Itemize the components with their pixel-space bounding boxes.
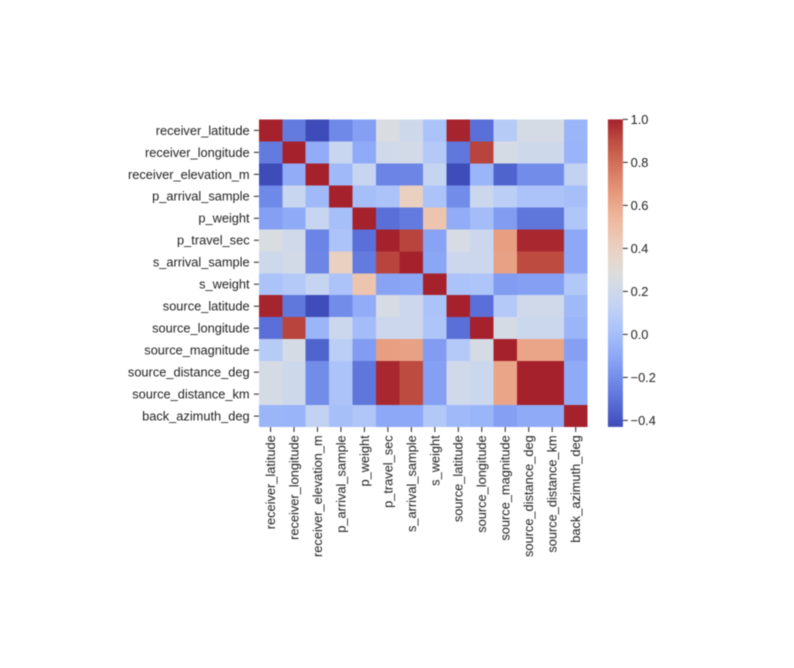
svg-text:0.4: 0.4 (631, 241, 649, 256)
svg-text:receiver_elevation_m: receiver_elevation_m (310, 435, 325, 557)
svg-text:p_weight: p_weight (198, 211, 250, 226)
svg-text:source_latitude: source_latitude (163, 299, 250, 314)
svg-text:receiver_latitude: receiver_latitude (156, 123, 250, 138)
svg-text:back_azimuth_deg: back_azimuth_deg (568, 435, 583, 542)
svg-text:s_arrival_sample: s_arrival_sample (153, 255, 250, 270)
svg-text:p_travel_sec: p_travel_sec (380, 435, 395, 508)
svg-text:source_distance_deg: source_distance_deg (521, 435, 536, 557)
svg-text:receiver_longitude: receiver_longitude (145, 145, 250, 160)
svg-text:source_magnitude: source_magnitude (498, 435, 513, 540)
svg-text:−0.2: −0.2 (631, 370, 656, 385)
svg-text:source_longitude: source_longitude (152, 321, 249, 336)
svg-text:p_arrival_sample: p_arrival_sample (333, 435, 348, 532)
svg-text:0.2: 0.2 (631, 284, 649, 299)
svg-text:p_weight: p_weight (357, 435, 372, 487)
svg-text:s_weight: s_weight (199, 277, 250, 292)
svg-text:0.6: 0.6 (631, 198, 649, 213)
svg-text:receiver_longitude: receiver_longitude (286, 435, 301, 540)
svg-text:source_magnitude: source_magnitude (144, 343, 249, 358)
svg-text:source_distance_km: source_distance_km (545, 435, 560, 552)
svg-text:receiver_elevation_m: receiver_elevation_m (128, 167, 250, 182)
svg-text:source_latitude: source_latitude (451, 435, 466, 522)
svg-text:back_azimuth_deg: back_azimuth_deg (142, 409, 249, 424)
svg-text:source_distance_km: source_distance_km (132, 387, 249, 402)
svg-text:s_arrival_sample: s_arrival_sample (404, 435, 419, 532)
svg-text:source_longitude: source_longitude (474, 435, 489, 532)
svg-text:0.8: 0.8 (631, 155, 649, 170)
svg-text:p_travel_sec: p_travel_sec (177, 233, 250, 248)
svg-text:p_arrival_sample: p_arrival_sample (152, 189, 249, 204)
svg-text:1.0: 1.0 (631, 112, 649, 127)
svg-text:source_distance_deg: source_distance_deg (128, 365, 250, 380)
svg-text:−0.4: −0.4 (631, 413, 656, 428)
svg-text:0.0: 0.0 (631, 327, 649, 342)
svg-text:receiver_latitude: receiver_latitude (263, 435, 278, 529)
svg-text:s_weight: s_weight (427, 435, 442, 486)
